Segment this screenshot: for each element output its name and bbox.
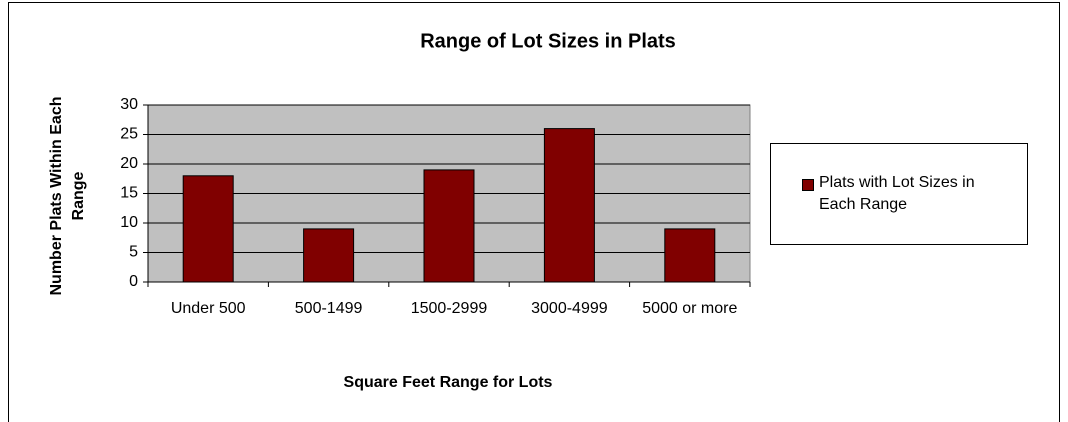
bar: [303, 228, 355, 283]
bar: [423, 169, 475, 283]
legend: Plats with Lot Sizes in Each Range: [770, 143, 1028, 245]
y-tick-label: 0: [129, 273, 138, 290]
x-tick-label: 500-1499: [294, 300, 363, 317]
y-tick-label: 20: [120, 155, 138, 172]
bar: [182, 175, 234, 283]
x-tick-label: 3000-4999: [531, 300, 608, 317]
y-tick-label: 10: [120, 214, 138, 231]
bar: [543, 128, 595, 283]
x-tick-label: 1500-2999: [410, 300, 488, 317]
legend-label: Plats with Lot Sizes in Each Range: [819, 174, 975, 213]
x-axis-title: Square Feet Range for Lots: [344, 374, 553, 391]
y-tick-label: 15: [120, 185, 138, 202]
x-tick-label: 5000 or more: [642, 300, 738, 317]
x-tick-label: Under 500: [170, 300, 246, 317]
y-tick-label: 5: [129, 244, 138, 261]
chart-title: Range of Lot Sizes in Plats: [420, 30, 676, 52]
y-axis-title: Number Plats Within Each Range: [48, 96, 87, 296]
y-tick-label: 25: [120, 126, 138, 143]
bar: [664, 228, 716, 283]
legend-swatch: [802, 179, 814, 191]
y-tick-label: 30: [120, 96, 138, 113]
